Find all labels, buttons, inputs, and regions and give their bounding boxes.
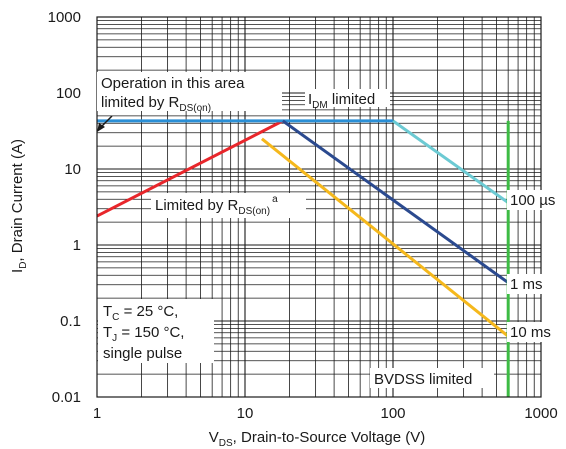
idm-label-sub: DM <box>312 100 328 111</box>
series-line-3 <box>281 119 510 284</box>
operation-note-line1: Operation in this area <box>101 75 245 92</box>
x-tick-labels: 1 10 100 1000 <box>93 405 558 422</box>
x-axis-title: VDS, Drain-to-Source Voltage (V) <box>209 429 426 449</box>
series-line-0 <box>96 119 284 218</box>
y-tick-label: 0.01 <box>52 389 81 406</box>
conditions-tj-sub: J <box>112 333 117 344</box>
x-axis-title-rest: , Drain-to-Source Voltage (V) <box>233 429 426 446</box>
y-axis-title-main: I <box>9 269 26 273</box>
y-axis-title-sub: D <box>18 262 29 269</box>
conditions-tc-main: T <box>103 303 112 320</box>
rds-label-bg <box>151 193 306 218</box>
conditions-tj: TJ = 150 °C, <box>103 324 184 344</box>
label-1ms: 1 ms <box>510 276 543 293</box>
conditions-tj-main: T <box>103 324 112 341</box>
rds-label-sub: DS(on) <box>238 206 270 217</box>
conditions-tj-rest: = 150 °C, <box>117 324 184 341</box>
bvdss-label: BVDSS limited <box>374 371 472 388</box>
idm-label-rest: limited <box>328 91 376 108</box>
series-group <box>96 119 510 397</box>
conditions-tc-rest: = 25 °C, <box>119 303 178 320</box>
idm-label: IDM limited <box>308 91 375 111</box>
x-tick-label: 1 <box>93 405 101 422</box>
x-tick-label: 1000 <box>524 405 557 422</box>
x-axis-title-sub: DS <box>219 438 233 449</box>
y-tick-label: 10 <box>64 161 81 178</box>
label-100us: 100 µs <box>510 192 555 209</box>
operation-arrow-head <box>97 123 105 132</box>
conditions-pulse: single pulse <box>103 345 182 362</box>
x-tick-label: 10 <box>237 405 254 422</box>
operation-note-line2: limited by RDS(on) <box>101 94 211 114</box>
series-line-4 <box>260 137 510 338</box>
label-10ms: 10 ms <box>510 324 551 341</box>
label-100us-bg <box>507 190 557 210</box>
rds-label-text: Limited by R <box>155 197 239 214</box>
x-tick-label: 100 <box>380 405 405 422</box>
conditions-tc-sub: C <box>112 312 119 323</box>
rds-label: Limited by RDS(on)a <box>155 194 278 217</box>
conditions-tc: TC = 25 °C, <box>103 303 178 323</box>
operation-note-bg <box>97 72 282 111</box>
series-line-2 <box>392 119 510 204</box>
bvdss-label-bg <box>370 368 494 388</box>
y-tick-label: 1000 <box>48 9 81 26</box>
rds-label-sup: a <box>272 194 278 205</box>
y-axis-title: ID, Drain Current (A) <box>9 139 29 273</box>
label-10ms-bg <box>507 322 555 342</box>
y-tick-label: 100 <box>56 85 81 102</box>
conditions-note-bg <box>98 299 214 363</box>
y-tick-labels: 1000 100 10 1 0.1 0.01 <box>48 9 81 406</box>
x-axis-title-main: V <box>209 429 219 446</box>
idm-label-bg <box>305 89 390 107</box>
y-tick-label: 0.1 <box>60 313 81 330</box>
operation-note-line2-sub: DS(on) <box>179 103 211 114</box>
operation-note-line2-text: limited by R <box>101 94 180 111</box>
idm-label-main: I <box>308 91 312 108</box>
y-tick-label: 1 <box>73 237 81 254</box>
label-1ms-bg <box>507 274 547 294</box>
y-axis-title-rest: , Drain Current (A) <box>9 139 26 262</box>
